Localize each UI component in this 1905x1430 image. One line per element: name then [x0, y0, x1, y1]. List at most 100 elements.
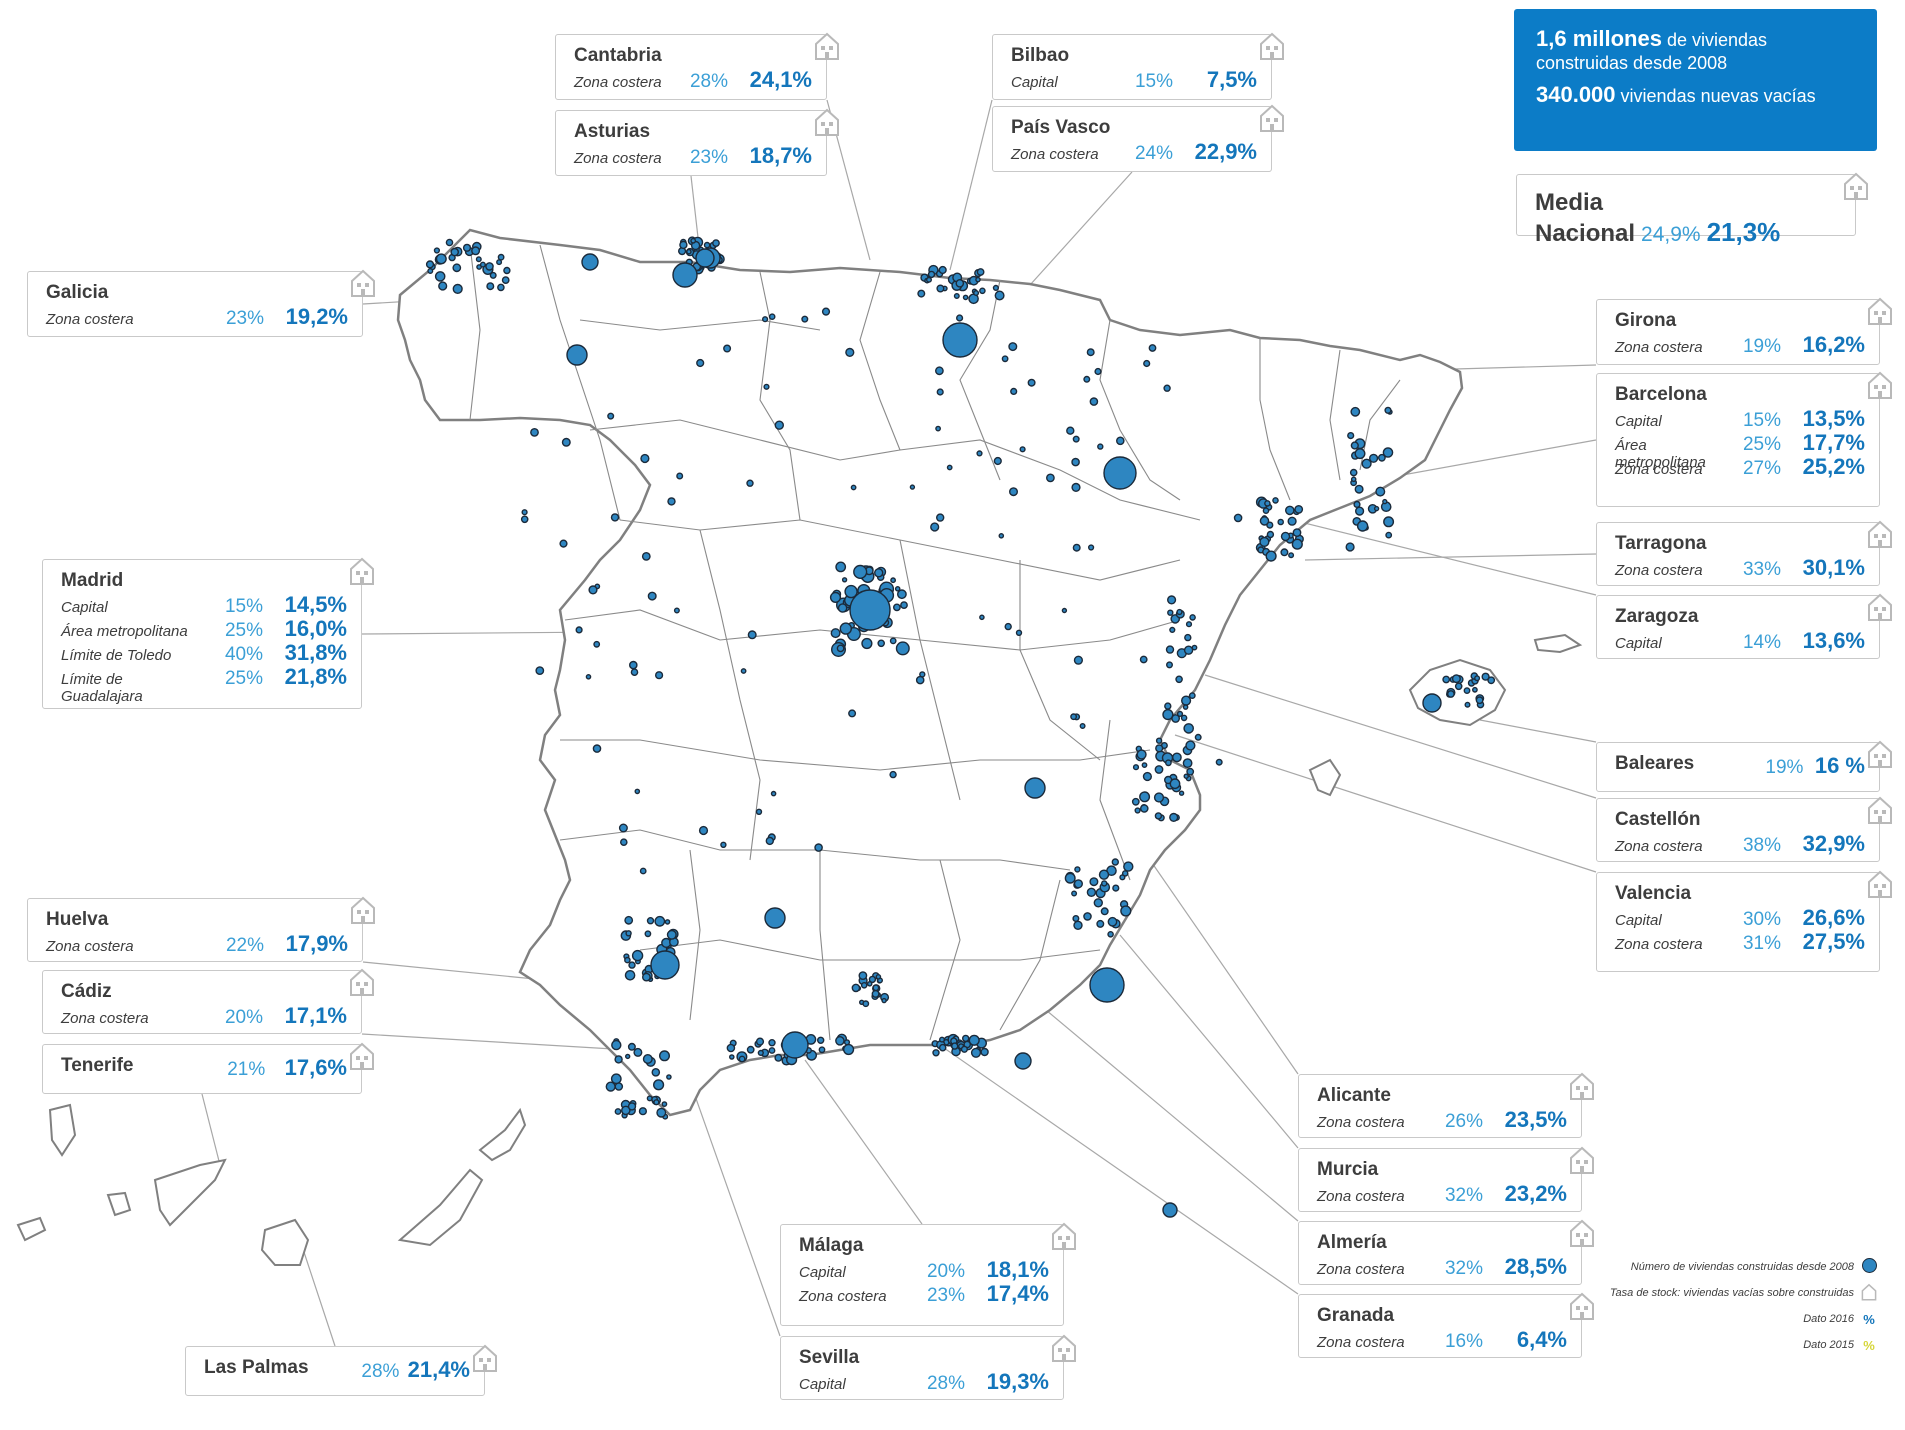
card-row: Límite de Toledo 40% 31,8% [61, 640, 347, 665]
housing-dot [679, 240, 688, 250]
value-2016: 30% [1742, 909, 1781, 930]
value-2016: 19% [1765, 757, 1804, 778]
value-2015: 14,5% [284, 592, 347, 617]
card-tenerife: Tenerife 21% 17,6% [42, 1042, 374, 1094]
value-2016: 20% [224, 1007, 263, 1028]
housing-dot [768, 1047, 776, 1054]
housing-dot [894, 586, 901, 592]
housing-dot [862, 1000, 870, 1008]
value-2016: 23% [689, 147, 728, 168]
card-castellon: Castellón Zona costera 38% 32,9% [1596, 796, 1892, 862]
housing-dot [607, 412, 615, 420]
housing-dot [664, 919, 671, 925]
housing-dot [585, 674, 592, 680]
housing-dot [1089, 967, 1125, 1003]
housing-dot [1215, 758, 1223, 766]
housing-dot [1350, 406, 1361, 417]
housing-dot [774, 1053, 783, 1062]
card-row: Zona costera 23% 19,2% [46, 304, 348, 329]
housing-dot [1264, 500, 1271, 507]
value-2016: 15% [1134, 71, 1173, 92]
card-title: Castellón [1615, 809, 1701, 830]
housing-dot [993, 456, 1002, 466]
housing-dot [1378, 453, 1386, 462]
housing-dot [1262, 507, 1270, 515]
legend-2015: Dato 2015% [1803, 1337, 1875, 1353]
housing-dot [667, 497, 676, 506]
housing-dot [994, 290, 1005, 301]
leader-line [362, 961, 546, 981]
housing-dot [1189, 614, 1196, 621]
housing-dot [1153, 792, 1165, 803]
card-title: Las Palmas [204, 1357, 309, 1378]
value-2015: 6,4% [1516, 1327, 1567, 1352]
housing-dot [895, 641, 910, 656]
legend-dots: Número de viviendas construidas desde 20… [1580, 1254, 1880, 1280]
card-title: Sevilla [799, 1347, 860, 1368]
housing-dot [938, 265, 947, 275]
housing-dot [860, 982, 868, 989]
housing-dot [942, 322, 978, 358]
housing-dot [1094, 367, 1102, 376]
housing-dot [817, 1036, 825, 1045]
housing-dot [1183, 723, 1194, 734]
lanzarote-outline [478, 1107, 527, 1162]
housing-dot [1259, 536, 1270, 548]
housing-dot [755, 1037, 765, 1046]
housing-dot [979, 287, 986, 295]
housing-dot [1132, 764, 1140, 771]
la-gomera-outline [106, 1191, 132, 1217]
housing-dot [1164, 702, 1172, 710]
housing-dot [1074, 866, 1081, 873]
housing-dot [1292, 528, 1302, 537]
housing-dot [634, 788, 641, 795]
housing-dot [836, 644, 845, 653]
value-2016: 26% [1444, 1111, 1483, 1132]
housing-dot [1176, 710, 1184, 718]
house-icon [1569, 1145, 1595, 1175]
housing-dot [1291, 538, 1303, 550]
row-label: Capital [1615, 912, 1662, 929]
card-row: Zona costera 19% 16,2% [1615, 332, 1865, 357]
leader-line [1374, 439, 1597, 481]
housing-dot [726, 1043, 736, 1053]
card-title: Cádiz [61, 981, 112, 1002]
value-2016: 15% [1742, 410, 1781, 431]
housing-dot [1464, 701, 1471, 708]
card-malaga: Málaga Capital 20% 18,1% Zona costera 23% 17,4… [780, 1222, 1076, 1326]
housing-dot [639, 867, 647, 875]
leader-line [804, 1059, 923, 1225]
housing-dot [593, 640, 601, 648]
housing-dot [672, 262, 698, 288]
housing-dot [877, 639, 886, 648]
house-icon [1259, 31, 1285, 61]
housing-dot [764, 907, 786, 929]
housing-dot [1350, 441, 1359, 450]
card-granada: Granada Zona costera 16% 6,4% [1298, 1292, 1594, 1358]
housing-dot [1061, 607, 1068, 614]
housing-dot [1184, 633, 1192, 642]
housing-dot [1083, 912, 1092, 921]
housing-dot [629, 660, 638, 670]
housing-dot [1010, 387, 1018, 396]
housing-dot [638, 1107, 648, 1116]
housing-dot [1123, 861, 1134, 872]
card-row: Zona costera 23% 18,7% [574, 143, 812, 168]
value-2015: 17,6% [284, 1055, 347, 1080]
housing-dot [881, 997, 887, 1004]
housing-dot [1183, 645, 1194, 655]
value-2016: 40% [224, 644, 263, 665]
legend-house: Tasa de stock: viviendas vacías sobre co… [1580, 1280, 1880, 1306]
housing-dot [1350, 476, 1357, 483]
house-icon [349, 1041, 375, 1071]
value-2015: 17,9% [285, 931, 348, 956]
housing-dot [610, 1073, 622, 1085]
housing-dot [746, 479, 754, 487]
summary-line-1: 1,6 millones de viviendas [1536, 26, 1768, 51]
housing-dot [1096, 919, 1105, 928]
housing-dot [1186, 767, 1195, 776]
housing-dot [695, 248, 715, 268]
housing-dot [1163, 384, 1171, 392]
housing-dot [868, 975, 877, 984]
